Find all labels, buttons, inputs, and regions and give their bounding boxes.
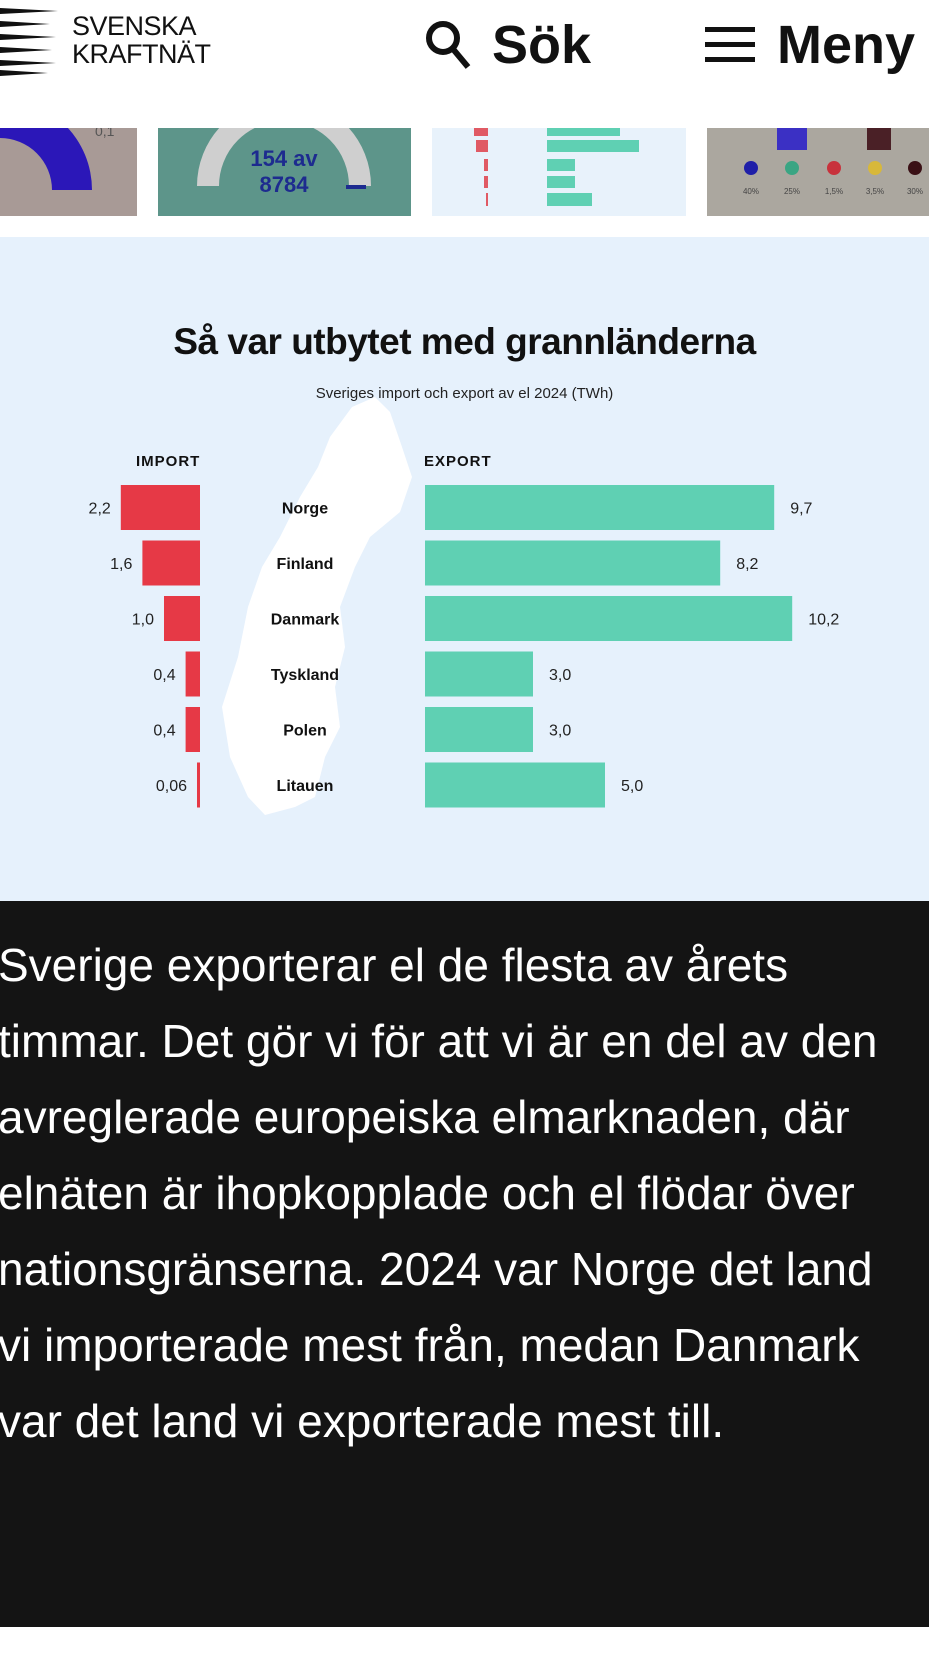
- import-value-label: 0,4: [153, 667, 175, 684]
- legend-5: 30%: [907, 187, 923, 196]
- bar-chart: 2,2 Norge 9,7 1,6 Finland 8,2 1,0 Danmark 10,2 0,…: [89, 485, 839, 808]
- sweden-map: [222, 397, 412, 815]
- country-label: Finland: [277, 556, 334, 573]
- import-bar: [142, 540, 200, 586]
- country-label: Tyskland: [271, 667, 339, 684]
- export-header: EXPORT: [424, 453, 492, 470]
- import-value-label: 1,6: [110, 556, 132, 573]
- export-bar: [425, 651, 533, 697]
- import-value-label: 0,4: [153, 723, 175, 740]
- search-label: Sök: [492, 15, 592, 75]
- logo-line1: SVENSKA: [72, 11, 197, 41]
- logo-icon[interactable]: [0, 6, 60, 76]
- country-label: Danmark: [271, 612, 340, 629]
- legend-3: 1,5%: [825, 187, 843, 196]
- menu-label: Meny: [777, 15, 916, 75]
- logo-text[interactable]: SVENSKA KRAFTNÄT: [72, 12, 211, 68]
- thumbnail-2[interactable]: 154 av 8784: [158, 128, 411, 216]
- body-paragraph: Sverige exporterar el de flesta av årets…: [0, 939, 878, 1447]
- legend-2: 25%: [784, 187, 800, 196]
- import-value-label: 2,2: [89, 501, 111, 518]
- export-value-label: 8,2: [736, 556, 758, 573]
- export-value-label: 3,0: [549, 723, 571, 740]
- thumbnail-1-text: 0,1: [95, 128, 115, 139]
- thumbnail-2-line2: 8784: [260, 172, 310, 197]
- country-label: Litauen: [277, 778, 334, 795]
- thumbnail-4[interactable]: 40% 25% 1,5% 3,5% 30%: [707, 128, 929, 216]
- chart-title: Så var utbytet med grannländerna: [173, 321, 756, 362]
- import-value-label: 1,0: [132, 612, 154, 629]
- import-bar: [185, 651, 200, 697]
- export-bar: [425, 485, 775, 530]
- thumbnail-3[interactable]: [432, 128, 686, 216]
- chart-subtitle: Sveriges import och export av el 2024 (T…: [315, 385, 614, 402]
- thumbnail-2-line1: 154 av: [250, 146, 318, 171]
- import-bar: [120, 485, 200, 530]
- search-button[interactable]: Sök: [424, 14, 591, 76]
- country-label: Polen: [283, 723, 327, 740]
- export-bar: [425, 762, 605, 808]
- import-value-label: 0,06: [156, 778, 187, 795]
- export-bar: [425, 540, 721, 586]
- import-bar: [164, 596, 200, 641]
- import-bar: [197, 762, 200, 808]
- search-icon: [426, 21, 471, 69]
- image-carousel: 0,1 154 av 8784 40% 25% 1,5% 3,5% 30%: [0, 128, 929, 216]
- thumbnail-1[interactable]: 0,1: [0, 128, 137, 216]
- menu-button[interactable]: Meny: [705, 14, 915, 76]
- export-bar: [425, 707, 533, 752]
- site-header: SVENSKA KRAFTNÄT Sök Meny: [0, 0, 929, 128]
- export-value-label: 10,2: [808, 612, 839, 629]
- text-section: Sverige exporterar el de flesta av årets…: [0, 901, 929, 1627]
- country-label: Norge: [282, 501, 328, 518]
- import-header: IMPORT: [136, 453, 201, 470]
- hamburger-icon: [705, 27, 755, 62]
- export-bar: [425, 596, 793, 641]
- export-value-label: 9,7: [790, 501, 812, 518]
- chart-image: Så var utbytet med grannländerna Sverige…: [0, 237, 929, 901]
- export-value-label: 3,0: [549, 667, 571, 684]
- legend-1: 40%: [743, 187, 759, 196]
- logo-line2: KRAFTNÄT: [72, 39, 211, 69]
- export-value-label: 5,0: [621, 778, 643, 795]
- import-bar: [185, 707, 200, 752]
- legend-4: 3,5%: [866, 187, 884, 196]
